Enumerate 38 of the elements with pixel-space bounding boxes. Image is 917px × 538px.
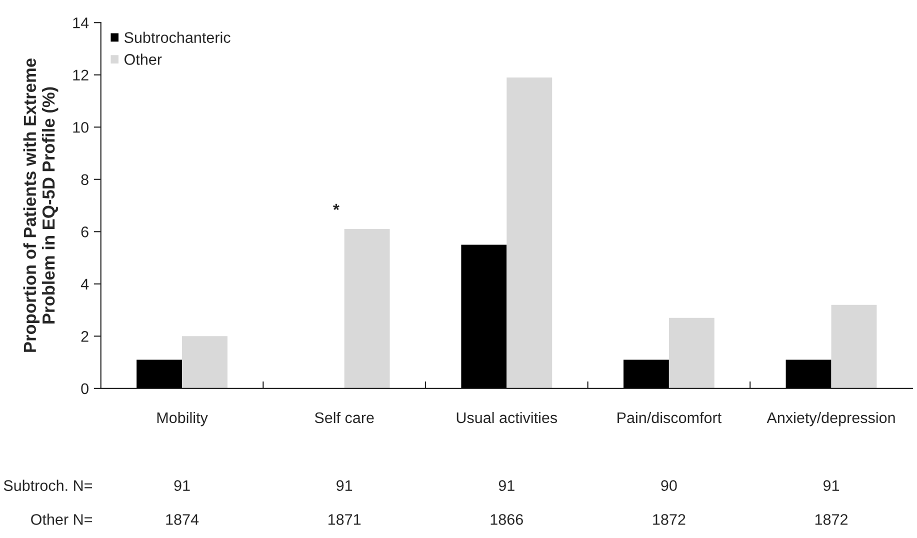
y-tick-label: 14 <box>73 18 89 28</box>
x-tick-label: Pain/discomfort <box>618 412 722 424</box>
bar <box>182 336 228 388</box>
bar <box>136 360 182 388</box>
bar <box>624 360 669 388</box>
text: 1874 <box>166 514 199 525</box>
bar <box>461 244 507 388</box>
annotation: * <box>333 204 340 210</box>
y-axis-title: Proportion of Patients with Extreme Problem in EQ-5D Profile (%) <box>23 58 58 352</box>
y-tick-label: 6 <box>81 226 88 238</box>
y-tick-label: 2 <box>81 331 88 342</box>
legend-label: Subtrochanteric <box>124 32 230 43</box>
y-tick-label: 10 <box>73 122 88 133</box>
x-tick-label: Anxiety/depression <box>766 412 895 426</box>
bar <box>344 229 390 388</box>
bar <box>831 304 877 388</box>
text: 1872 <box>815 514 848 525</box>
text: Other N= <box>31 514 92 525</box>
legend-label: Other <box>124 54 162 65</box>
y-tick-label: 0 <box>81 383 88 394</box>
text: Subtroch. N= <box>4 480 92 491</box>
bar <box>506 77 552 388</box>
y-tick-label: 4 <box>80 278 89 290</box>
text: 91 <box>498 480 514 491</box>
text: 91 <box>336 480 352 491</box>
text: 90 <box>661 480 677 491</box>
y-tick-label: 8 <box>81 174 88 186</box>
bar <box>786 360 832 388</box>
text: 91 <box>174 480 190 491</box>
x-tick-label: Usual activities <box>456 412 558 424</box>
text: 1866 <box>490 514 523 525</box>
x-tick-label: Mobility <box>157 412 208 426</box>
text: 1872 <box>653 514 686 525</box>
y-tick-label: 12 <box>73 70 88 80</box>
text: 91 <box>823 480 840 491</box>
text: 1871 <box>328 514 361 525</box>
x-tick-label: Self care <box>314 412 374 424</box>
bar <box>668 318 714 388</box>
